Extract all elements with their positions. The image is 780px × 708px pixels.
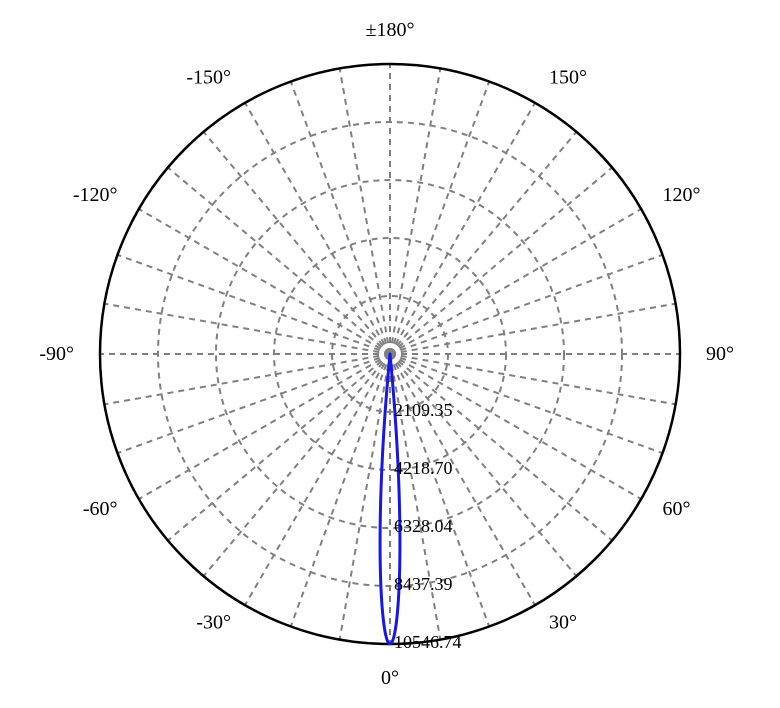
grid-spoke bbox=[245, 103, 390, 354]
grid-spoke bbox=[390, 209, 641, 354]
grid-spoke bbox=[390, 354, 612, 540]
grid-spoke bbox=[204, 354, 390, 576]
grid-spoke bbox=[117, 354, 390, 453]
polar-chart: 2109.35 4218.70 6328.04 8437.39 10546.74 0° 30… bbox=[0, 0, 780, 708]
angle-label: -30° bbox=[196, 611, 231, 633]
grid-spoke bbox=[291, 81, 390, 354]
angle-label: -90° bbox=[39, 343, 74, 365]
grid-spoke bbox=[117, 255, 390, 354]
radial-tick-label: 6328.04 bbox=[394, 516, 453, 536]
grid-spoke bbox=[390, 354, 535, 605]
angle-label: -120° bbox=[73, 184, 118, 206]
grid-spoke bbox=[139, 209, 390, 354]
grid-spoke bbox=[245, 354, 390, 605]
angle-label: ±180° bbox=[366, 19, 415, 41]
grid-spoke bbox=[168, 168, 390, 354]
radial-tick-label: 10546.74 bbox=[394, 632, 462, 652]
angle-label: 60° bbox=[662, 498, 690, 520]
angle-label: 90° bbox=[706, 343, 734, 365]
angle-label: 0° bbox=[381, 667, 399, 689]
radial-tick-label: 8437.39 bbox=[394, 574, 453, 594]
angle-label: -60° bbox=[83, 498, 118, 520]
angle-label: 120° bbox=[662, 184, 700, 206]
grid-spoke bbox=[390, 132, 576, 354]
grid-spoke bbox=[204, 132, 390, 354]
grid-spoke bbox=[390, 168, 612, 354]
radial-tick-label: 4218.70 bbox=[394, 458, 453, 478]
angle-label: -150° bbox=[186, 67, 231, 89]
angle-label: 30° bbox=[549, 611, 577, 633]
grid-spoke bbox=[390, 81, 489, 354]
angle-label: 150° bbox=[549, 67, 587, 89]
polar-svg: 2109.35 4218.70 6328.04 8437.39 10546.74 0° 30… bbox=[0, 0, 780, 708]
grid-spoke bbox=[139, 354, 390, 499]
radial-tick-label: 2109.35 bbox=[394, 400, 453, 420]
grid-spoke bbox=[168, 354, 390, 540]
grid-spoke bbox=[390, 103, 535, 354]
